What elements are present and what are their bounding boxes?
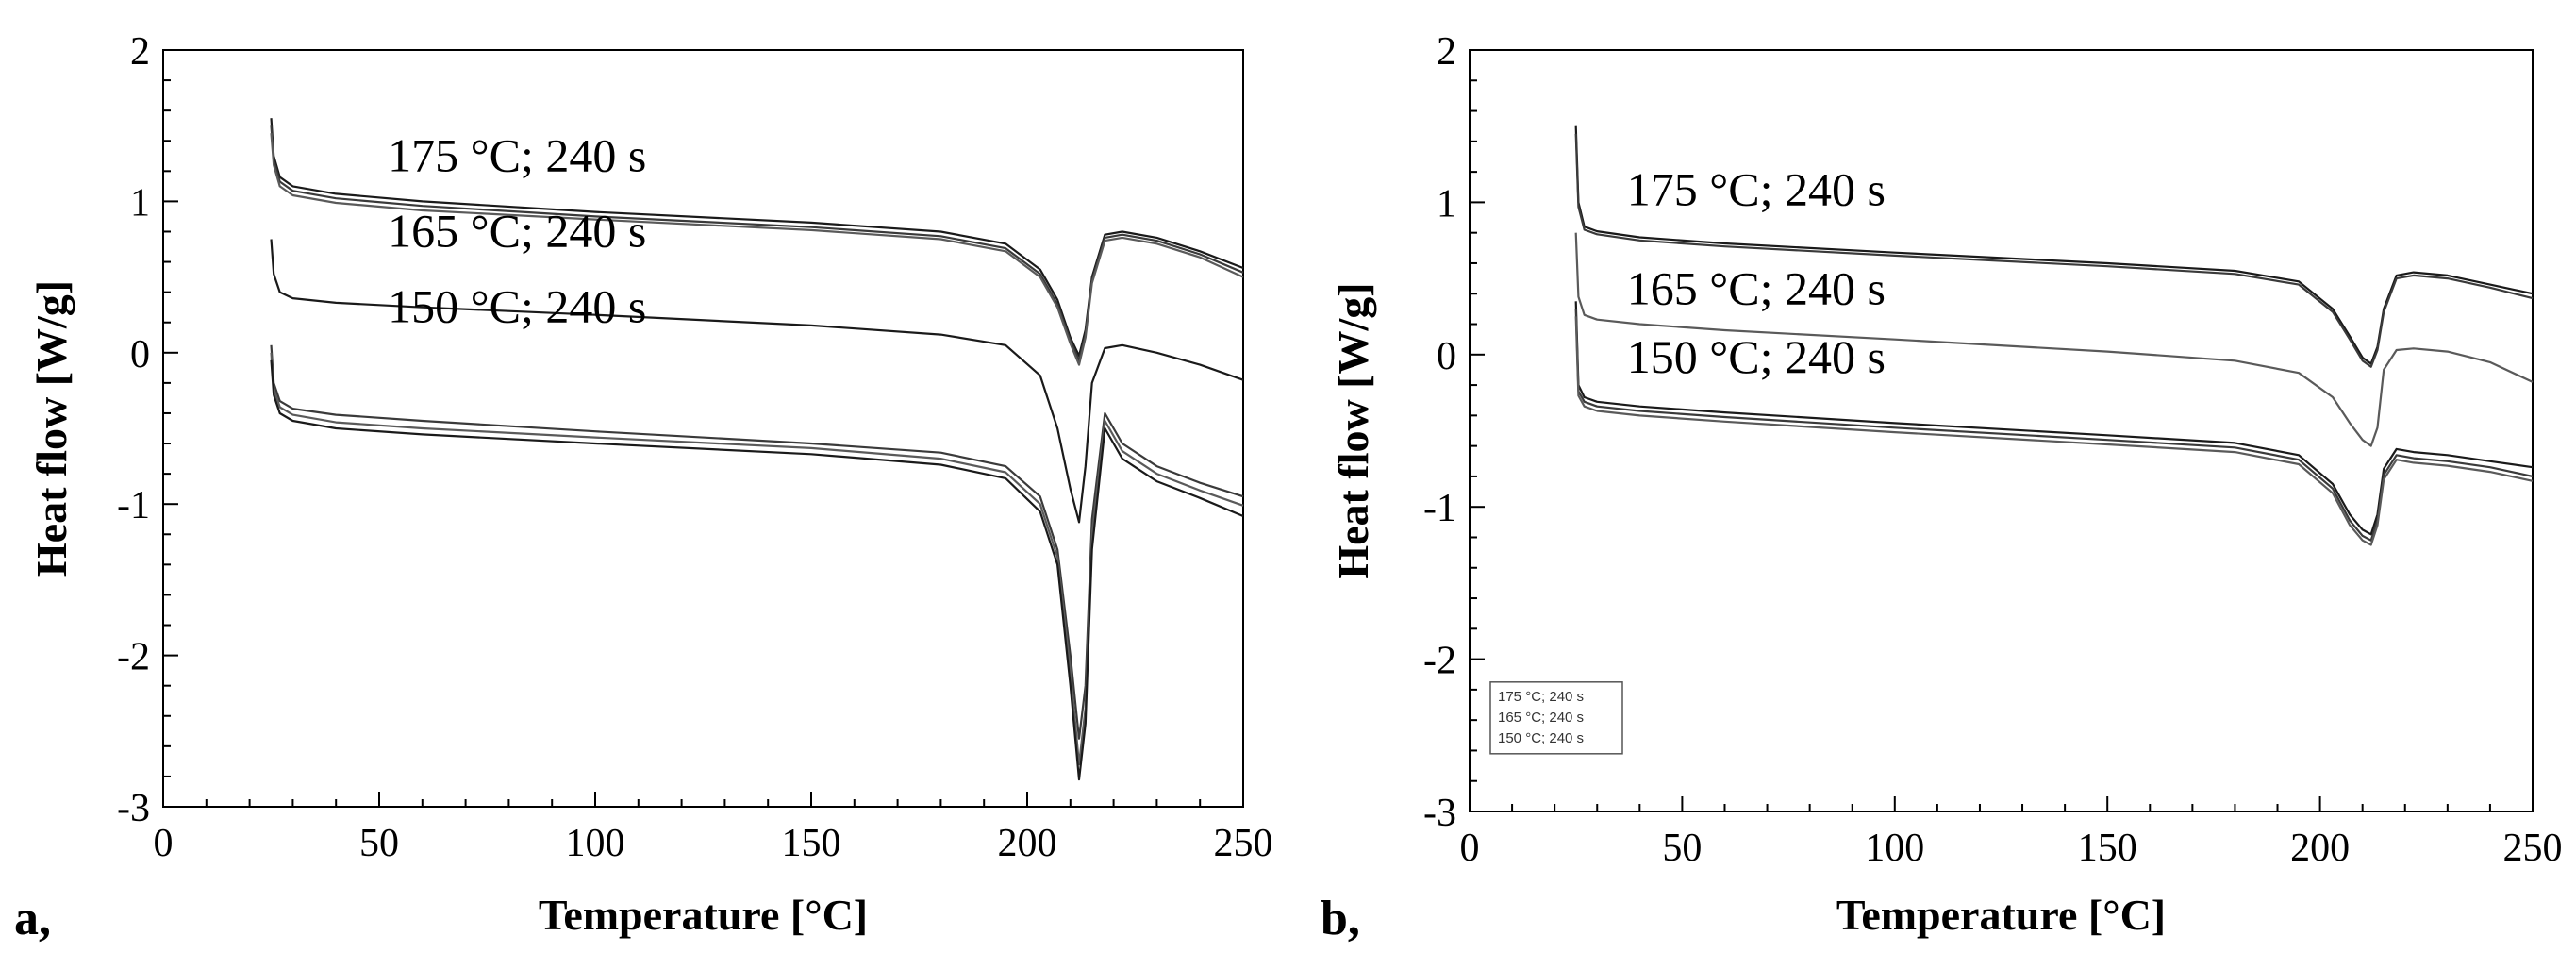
curve-annotation: 175 °C; 240 s <box>1627 163 1886 216</box>
y-tick-label: -1 <box>117 484 150 527</box>
x-tick-label: 200 <box>998 822 1057 865</box>
legend-entry: 175 °C; 240 s <box>1498 689 1584 705</box>
y-tick-label: -3 <box>117 787 150 830</box>
x-axis-title: Temperature [°C] <box>539 891 868 939</box>
series-line <box>1574 301 2534 536</box>
panel-label: a, <box>14 892 51 945</box>
y-tick-label: 1 <box>1437 182 1456 226</box>
legend-entry: 165 °C; 240 s <box>1498 710 1584 726</box>
series-line <box>270 239 1244 524</box>
curve-annotation: 165 °C; 240 s <box>1627 262 1886 315</box>
x-tick-label: 0 <box>1460 827 1480 870</box>
series-line <box>1574 309 2534 542</box>
x-tick-label: 200 <box>2290 827 2350 870</box>
x-tick-label: 100 <box>566 822 625 865</box>
series-line <box>1574 125 2534 365</box>
series-line <box>270 125 1244 361</box>
curve-annotation: 165 °C; 240 s <box>388 205 646 258</box>
y-tick-label: -1 <box>1423 487 1456 530</box>
x-tick-label: 250 <box>2503 827 2563 870</box>
y-tick-label: -2 <box>1423 640 1456 683</box>
curve-annotation: 150 °C; 240 s <box>388 280 646 333</box>
y-tick-label: 0 <box>1437 335 1456 378</box>
series-line <box>1574 316 2534 546</box>
panel-label: b, <box>1321 892 1360 945</box>
series-line <box>270 352 1244 766</box>
chart-panel-b: 0 50 100 150 200 250 2 1 0 -1 -2 -3 175 °C; 240 s 165… <box>1321 30 2563 945</box>
y-tick-label: 0 <box>130 333 150 376</box>
legend-box <box>1489 681 1623 755</box>
plot-frame <box>162 49 1244 808</box>
x-tick-label: 100 <box>1865 827 1924 870</box>
x-tick-label: 150 <box>2078 827 2137 870</box>
y-tick-label: 2 <box>1437 30 1456 74</box>
x-tick-label: 0 <box>154 822 174 865</box>
x-tick-label: 250 <box>1214 822 1273 865</box>
y-tick-label: 1 <box>130 181 150 225</box>
series-line <box>270 133 1244 366</box>
y-axis-title: Heat flow [W/g] <box>27 280 75 577</box>
series-line <box>270 344 1244 740</box>
legend-entry: 150 °C; 240 s <box>1498 730 1584 746</box>
y-tick-label: -2 <box>117 636 150 679</box>
chart-panel-a: 0 50 100 150 200 250 2 1 0 -1 -2 -3 175 °C; 240 s 165… <box>14 30 1273 945</box>
y-axis-title: Heat flow [W/g] <box>1329 282 1377 578</box>
x-axis-title: Temperature [°C] <box>1836 891 2166 939</box>
x-tick-label: 50 <box>359 822 399 865</box>
curve-annotation: 150 °C; 240 s <box>1627 330 1886 383</box>
y-tick-label: 2 <box>130 30 150 74</box>
y-tick-label: -3 <box>1423 792 1456 835</box>
series-line <box>270 118 1244 358</box>
series-line <box>1574 133 2534 368</box>
x-tick-label: 50 <box>1662 827 1702 870</box>
series-line <box>1574 232 2534 447</box>
series-line <box>270 359 1244 781</box>
plot-frame <box>1469 49 2534 812</box>
curve-annotation: 175 °C; 240 s <box>388 128 646 181</box>
legend: 175 °C; 240 s 165 °C; 240 s 150 °C; 240 s <box>1489 681 1623 755</box>
x-tick-label: 150 <box>782 822 841 865</box>
